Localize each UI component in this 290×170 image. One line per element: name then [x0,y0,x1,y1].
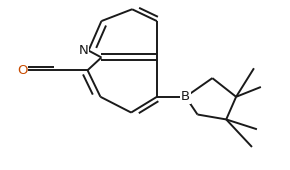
Text: B: B [181,90,190,103]
Text: O: O [17,64,28,77]
Text: N: N [79,44,88,57]
